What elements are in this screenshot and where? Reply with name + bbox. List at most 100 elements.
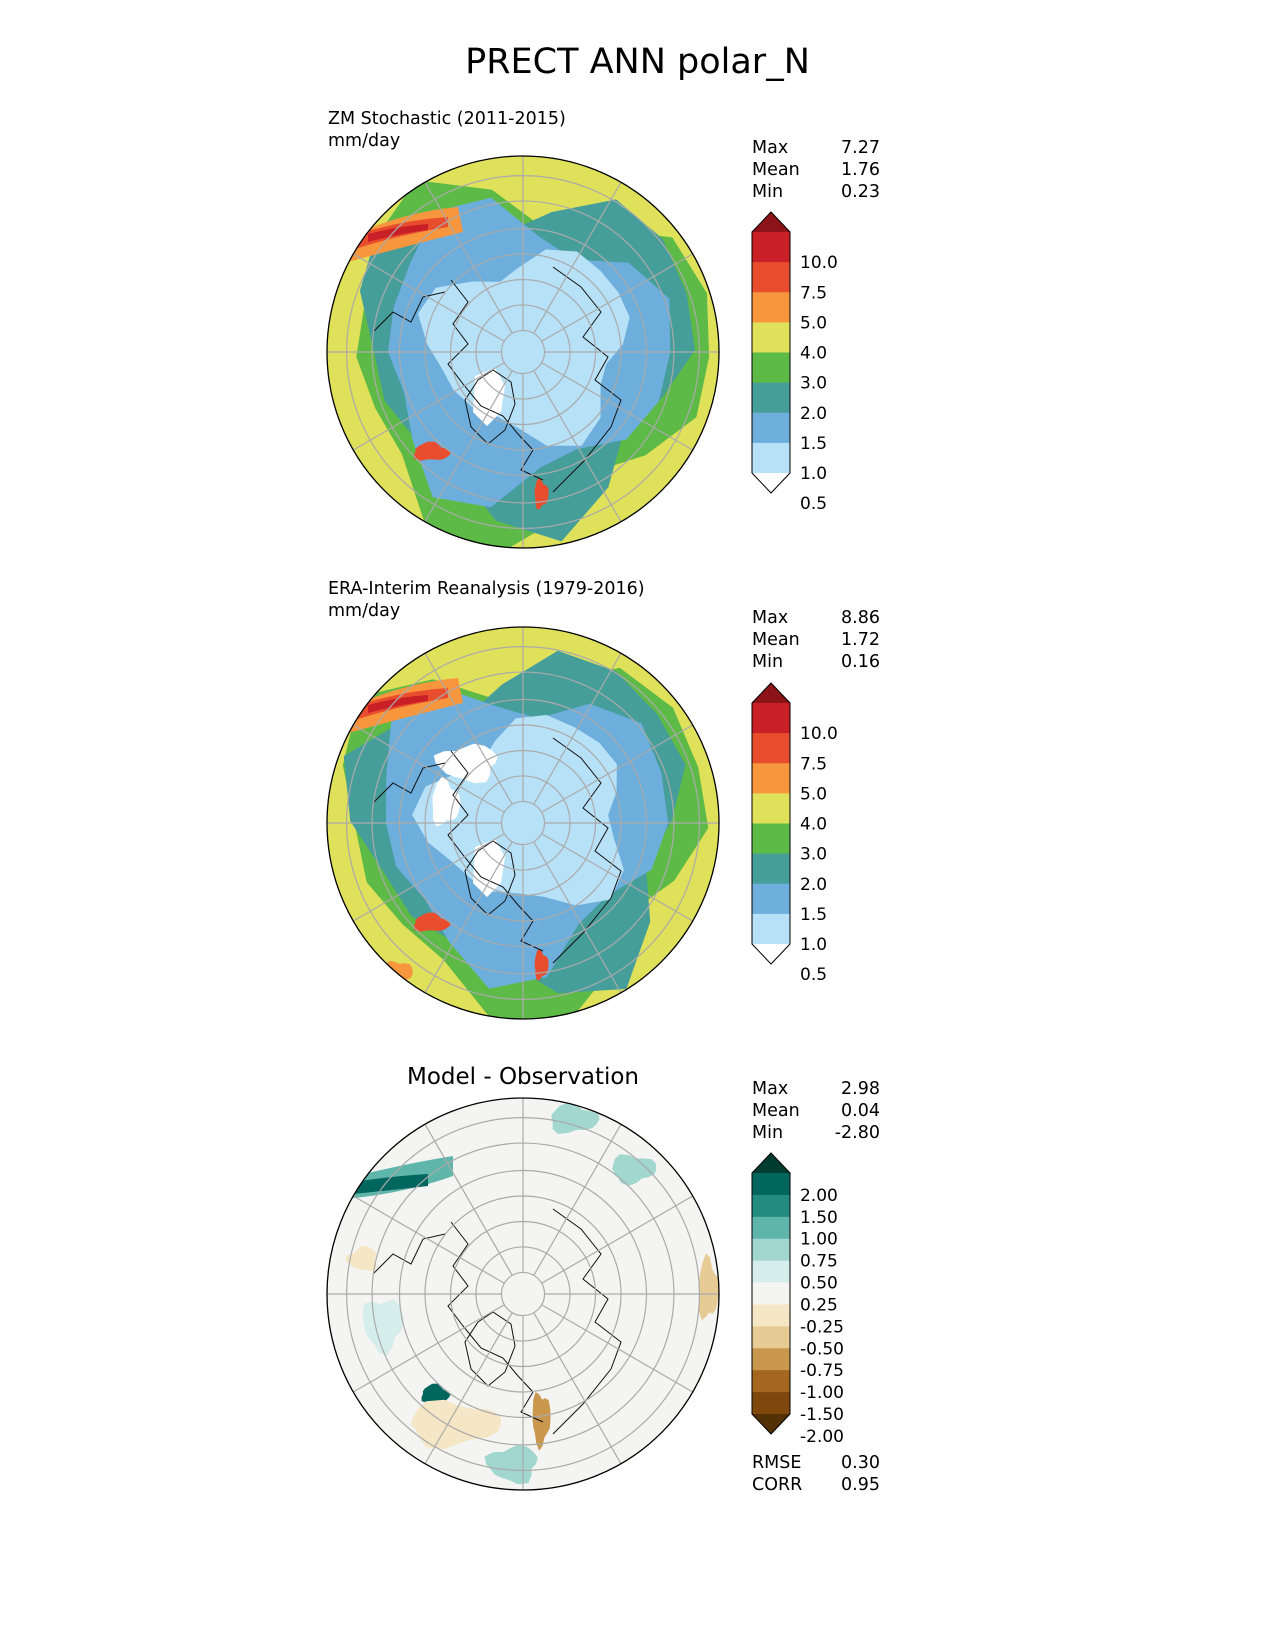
meridian-line — [541, 1304, 694, 1393]
colorbar-cell — [752, 232, 790, 263]
colorbar-cell — [752, 913, 790, 945]
colorbar-cell — [752, 1194, 790, 1218]
meridian-line — [541, 724, 694, 813]
coastline — [552, 737, 622, 964]
colorbar-tick-label: 3.0 — [800, 374, 827, 394]
band-0.5-1 — [418, 249, 630, 446]
negative-patch — [344, 1245, 377, 1272]
colorbar-tick-label: 5.0 — [800, 313, 827, 333]
coastline — [372, 291, 446, 333]
graticule — [327, 156, 719, 548]
pacific-storm-max — [368, 695, 428, 713]
panel3-stat-max: Max 2.98 — [752, 1079, 880, 1099]
colorbar-tick-label: 3.0 — [800, 845, 827, 865]
colorbar-cell — [752, 1216, 790, 1240]
negative-patch — [411, 1399, 501, 1450]
panel3-title: Model - Observation — [406, 1064, 640, 1090]
colorbar-cell — [752, 1260, 790, 1284]
meridian-line — [533, 1123, 622, 1276]
graticule — [327, 627, 719, 1019]
colorbar-tick-label: 1.5 — [800, 905, 827, 925]
coastline — [464, 840, 516, 916]
panel2-stat-mean: Mean 1.72 — [752, 630, 880, 650]
meridian-line — [352, 253, 505, 342]
colorbar-tick-label: -0.50 — [800, 1339, 844, 1359]
colorbar-tick-label: 2.0 — [800, 875, 827, 895]
colorbar-outline — [751, 211, 791, 494]
colorbar-outline — [751, 1152, 791, 1435]
polar-map-panel1 — [326, 155, 720, 549]
meridian-line — [541, 833, 694, 922]
panel1-stat-min: Min 0.23 — [752, 182, 880, 202]
panel1-stat-max: Max 7.27 — [752, 138, 880, 158]
colorbar-extend-max — [752, 212, 790, 232]
colorbar-tick-label: 1.5 — [800, 434, 827, 454]
panel1-title: ZM Stochastic (2011-2015) mm/day — [328, 108, 566, 152]
positive-patch — [612, 1154, 657, 1186]
colorbar-extend-max — [752, 683, 790, 703]
map-boundary — [326, 1097, 720, 1491]
panel3-metrics: RMSE 0.30 CORR 0.95 — [752, 1452, 880, 1496]
atlantic-maximum — [413, 912, 452, 932]
positive-patch — [551, 1102, 600, 1134]
panel1-units: mm/day — [328, 131, 401, 151]
meridian-line — [352, 362, 505, 451]
colorbar-panel2: 10.0 7.5 5.0 4.0 3.0 2.0 1.5 1.0 0.5 — [751, 682, 838, 985]
meridian-line — [352, 724, 505, 813]
colorbar-cell — [752, 1238, 790, 1262]
colorbar-tick-label: 1.50 — [800, 1208, 838, 1228]
colorbar-cell — [752, 793, 790, 824]
meridian-line — [541, 253, 694, 342]
coastline — [447, 1221, 544, 1423]
panel2-units: mm/day — [328, 601, 401, 621]
graticule — [327, 1098, 719, 1490]
colorbar-tick-label: 0.75 — [800, 1252, 838, 1272]
colorbar-cell — [752, 703, 790, 734]
colorbar-extend-max — [752, 1153, 790, 1173]
meridian-line — [424, 181, 513, 334]
colorbar-tick-label: 1.0 — [800, 464, 827, 484]
meridian-line — [424, 1312, 513, 1465]
meridian-line — [533, 652, 622, 805]
map-boundary — [326, 155, 720, 549]
colorbar-tick-label: -0.25 — [800, 1317, 844, 1337]
coastline — [372, 762, 446, 804]
meridian-line — [541, 362, 694, 451]
meridian-line — [541, 1195, 694, 1284]
colorbar-cell — [752, 412, 790, 444]
coastline — [464, 369, 516, 445]
meridian-line — [424, 652, 513, 805]
colorbar-tick-label: 2.00 — [800, 1186, 838, 1206]
colorbar-tick-label: 10.0 — [800, 253, 838, 273]
panel1-stats: Max 7.27 Mean 1.76 Min 0.23 — [752, 137, 880, 203]
coastline — [447, 279, 544, 481]
colorbar-tick-label: 0.50 — [800, 1274, 838, 1294]
panel1-title-line1: ZM Stochastic (2011-2015) — [328, 109, 566, 129]
coastline — [464, 1311, 516, 1387]
panel2-title: ERA-Interim Reanalysis (1979-2016) mm/da… — [328, 578, 645, 622]
panel3-metric-corr: CORR 0.95 — [752, 1475, 880, 1495]
pacific-positive-max — [353, 1174, 428, 1194]
colorbar-cell — [752, 1326, 790, 1349]
meridian-line — [424, 370, 513, 523]
colorbar-cell — [752, 853, 790, 885]
colorbar-outline — [751, 682, 791, 965]
colorbar-cell — [752, 763, 790, 794]
colorbar-cell — [752, 442, 790, 474]
panel1-stat-mean: Mean 1.76 — [752, 160, 880, 180]
colorbar-cell — [752, 733, 790, 764]
positive-patch — [484, 1444, 538, 1485]
colorbar-cell — [752, 823, 790, 855]
colorbar-cell — [752, 1348, 790, 1371]
colorbar-extend-min — [752, 473, 790, 493]
colorbar-cell — [752, 1282, 790, 1305]
figure-title: PRECT ANN polar_N — [465, 42, 810, 82]
coastline — [552, 266, 622, 493]
panel2-stat-max: Max 8.86 — [752, 608, 880, 628]
negative-patch — [698, 1253, 719, 1321]
colorbar-tick-label: 5.0 — [800, 784, 827, 804]
coastline — [372, 1233, 446, 1275]
panel2-stat-min: Min 0.16 — [752, 652, 880, 672]
polar-map-panel3 — [326, 1097, 720, 1491]
panel3-metric-rmse: RMSE 0.30 — [752, 1453, 880, 1473]
